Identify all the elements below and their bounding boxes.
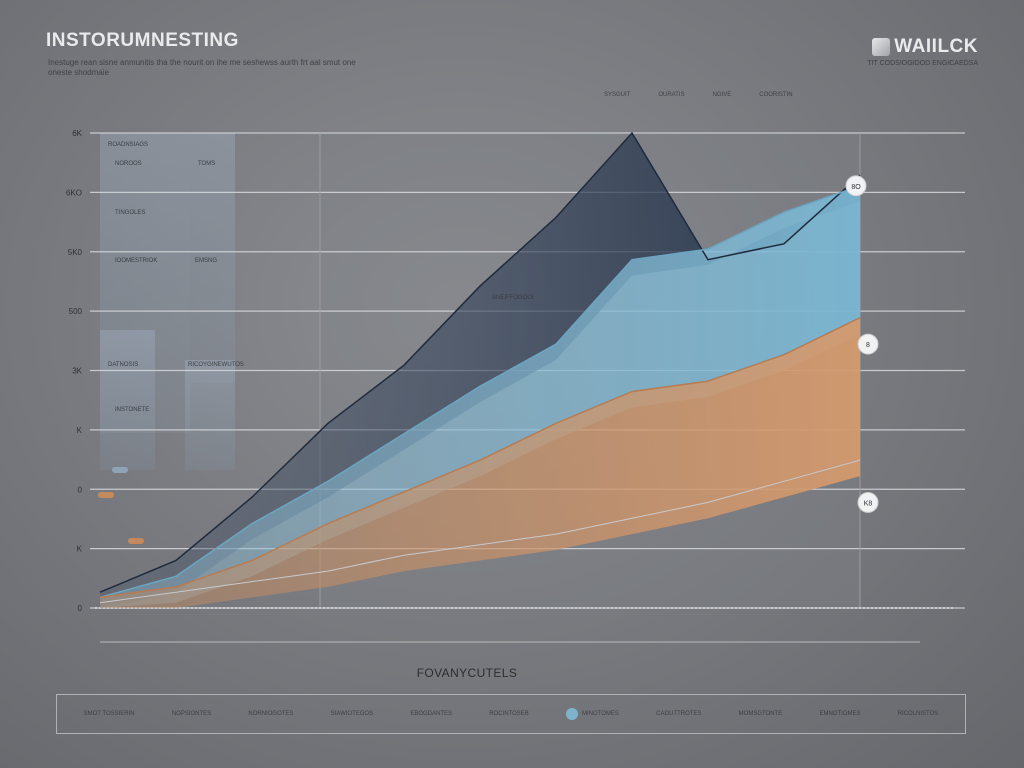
side-label: ROADNSIAGS (108, 142, 148, 148)
brand: WAIILCK TIT CODSIOGIDOD ENGICAEDSA (867, 36, 978, 67)
side-label: TOMS (198, 161, 215, 167)
legend-item: NOPSIONTES (172, 710, 211, 718)
y-tick-label: 0 (78, 604, 83, 613)
background-panel (185, 360, 235, 470)
y-tick-label: 3K (72, 367, 82, 376)
marker-chip (128, 538, 144, 544)
annotation-label: 8O (851, 184, 861, 191)
legend-item: EBOGDANTES (410, 710, 452, 718)
legend-item: EMNOTIOMES (819, 710, 860, 718)
side-label: TINGOLES (115, 210, 145, 216)
legend-label: SIAWIOTEGOS (330, 711, 374, 717)
legend-label: NORNIOGOTES (248, 711, 294, 717)
nav-item[interactable]: OURATIS (658, 92, 685, 98)
legend-label: EMNOTIOMES (819, 711, 861, 717)
legend-label: ROCINTOSEB (489, 711, 529, 717)
series-line-2 (99, 317, 861, 599)
background-panel (100, 330, 155, 470)
axis-labels: 6K 6KO 5K0 500 3K K 0 K 0 ROADNSIAGS NOROOS TOMS TIN… (66, 129, 536, 613)
series-area-0 (100, 133, 860, 608)
side-label: EMSNG (195, 258, 217, 264)
chart-title: INSTORUMNESTING (46, 30, 239, 51)
side-label: NOROOS (115, 161, 142, 167)
series-line-3 (99, 459, 861, 604)
top-nav: SYSGUIT OURATIS NGIVE COORISTIN (604, 92, 793, 98)
annotations: 8O 8 K8 (98, 175, 879, 544)
x-axis-title: FOVANYCUTELS (416, 666, 518, 680)
legend-label: NOPSIONTES (171, 711, 212, 717)
legend-item: CAOUTTROTES (656, 710, 701, 718)
y-tick-label: K (77, 545, 83, 554)
chart-subtitle: Inestuge rean sisne anmunitis tha the no… (48, 58, 356, 77)
legend-label: SMOT TOSSIERIN (83, 711, 135, 717)
brand-tagline: TIT CODSIOGIDOD ENGICAEDSA (867, 60, 978, 67)
background-panel (190, 133, 235, 383)
legend-item: MOMSGTONTE (739, 710, 783, 718)
side-label: INSTONETE (115, 407, 149, 413)
marker-chip (98, 492, 114, 498)
nav-item[interactable]: COORISTIN (759, 92, 793, 98)
legend-label: RICOLNISTOS (897, 711, 939, 717)
side-label: RICOYGINEWUTOS (188, 362, 244, 368)
annotation-label: K8 (864, 500, 873, 507)
legend: SMOT TOSSIERIN NOPSIONTES NORNIOGOTES SIAWI… (56, 694, 966, 734)
side-label: IOOMESTRIOK (115, 258, 157, 264)
brand-name: WAIILCK (894, 36, 978, 57)
legend-swatch-icon (566, 708, 578, 720)
annotation-label: 8 (866, 342, 870, 349)
brand-logo-icon (872, 38, 891, 56)
y-tick-label: 6KO (66, 188, 82, 197)
marker-chip (112, 467, 128, 473)
series-lines (99, 131, 861, 604)
series-area-2 (100, 317, 860, 608)
legend-label: MOMSGTONTE (738, 711, 783, 717)
y-tick-label: 5K0 (68, 248, 83, 257)
annotation-badge (857, 333, 879, 355)
legend-item: MINOTOMES (566, 708, 619, 720)
legend-item: SMOT TOSSIERIN (84, 710, 135, 718)
legend-item: SIAWIOTEGOS (331, 710, 373, 718)
y-tick-label: 6K (72, 129, 82, 138)
legend-item: ROCINTOSEB (489, 710, 529, 718)
legend-label: EBOGDANTES (410, 711, 452, 717)
y-tick-label: 0 (78, 485, 83, 494)
y-tick-label: K (77, 426, 83, 435)
annotation-badge (857, 491, 879, 513)
legend-item: RICOLNISTOS (898, 710, 939, 718)
series-line-1 (99, 185, 861, 599)
y-tick-label: 500 (69, 307, 83, 316)
legend-label: MINOTOMES (582, 711, 619, 717)
legend-item: NORNIOGOTES (248, 710, 293, 718)
annotation-badge (845, 175, 867, 197)
nav-item[interactable]: SYSGUIT (604, 92, 631, 98)
legend-label: CAOUTTROTES (656, 711, 702, 717)
series-line-0 (99, 131, 861, 593)
nav-item[interactable]: NGIVE (712, 92, 732, 98)
inline-label: SNEIFFOGOOL (492, 295, 536, 301)
side-label: DATNOSIS (108, 362, 138, 368)
